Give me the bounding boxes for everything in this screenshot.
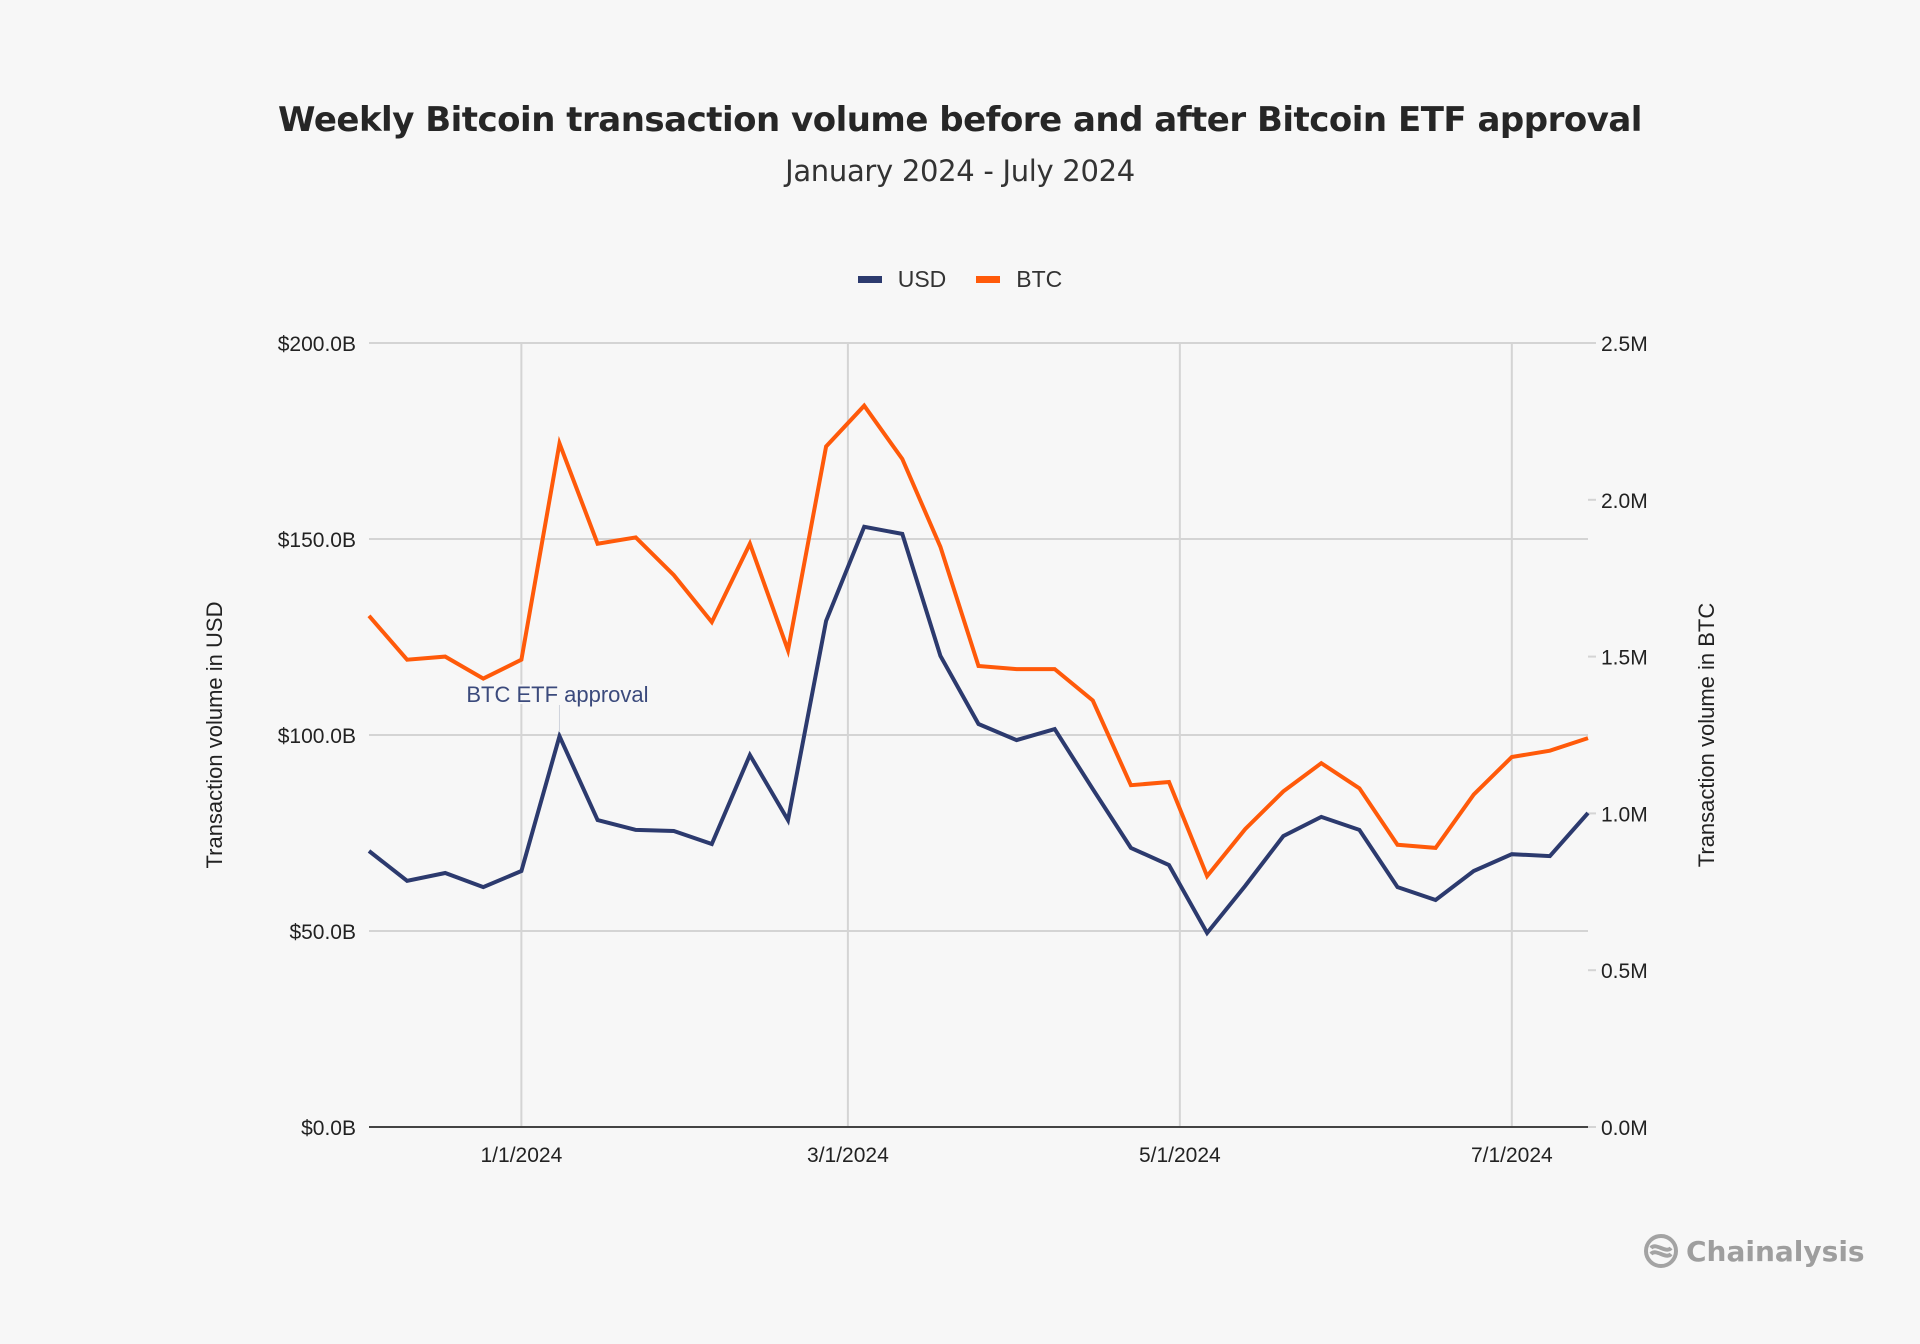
legend: USD BTC [0,266,1920,293]
x-tick-label: 1/1/2024 [481,1144,563,1167]
series-line-btc [367,402,1589,880]
y-tick-label-left: $50.0B [289,921,356,944]
chart-title: Weekly Bitcoin transaction volume before… [278,100,1642,140]
y-tick-label-left: $100.0B [278,725,356,748]
y-tick-label-left: $0.0B [301,1117,356,1140]
y-tick-label-right: 1.0M [1601,803,1648,826]
chart-subtitle: January 2024 - July 2024 [785,154,1135,188]
legend-label-btc: BTC [1016,266,1063,292]
y-tick-label-right: 2.0M [1601,490,1648,513]
y-tick-label-left: $150.0B [278,529,356,552]
series-line-usd [367,524,1590,937]
y-tick-label-right: 1.5M [1601,647,1648,670]
logo-text: Chainalysis [1686,1234,1865,1268]
y-tick-label-right: 0.0M [1601,1117,1648,1140]
chainalysis-logo: Chainalysis [1644,1234,1865,1268]
annotation-label: BTC ETF approval [466,682,648,707]
x-tick-label: 3/1/2024 [807,1144,889,1167]
y-tick-label-right: 0.5M [1601,960,1648,983]
legend-swatch-btc [976,276,1001,283]
x-tick-label: 5/1/2024 [1139,1144,1221,1167]
legend-swatch-usd [857,276,882,283]
y-tick-label-right: 2.5M [1601,333,1648,356]
x-tick-label: 7/1/2024 [1471,1144,1553,1167]
chainalysis-logo-icon [1644,1234,1678,1268]
legend-item-usd[interactable]: USD [857,266,947,293]
y-axis-title-left: Transaction volume in USD [202,602,227,869]
legend-label-usd: USD [897,266,947,292]
legend-item-btc[interactable]: BTC [976,266,1062,293]
y-axis-title-right: Transaction volume in BTC [1694,603,1719,868]
y-tick-label-left: $200.0B [278,333,356,356]
